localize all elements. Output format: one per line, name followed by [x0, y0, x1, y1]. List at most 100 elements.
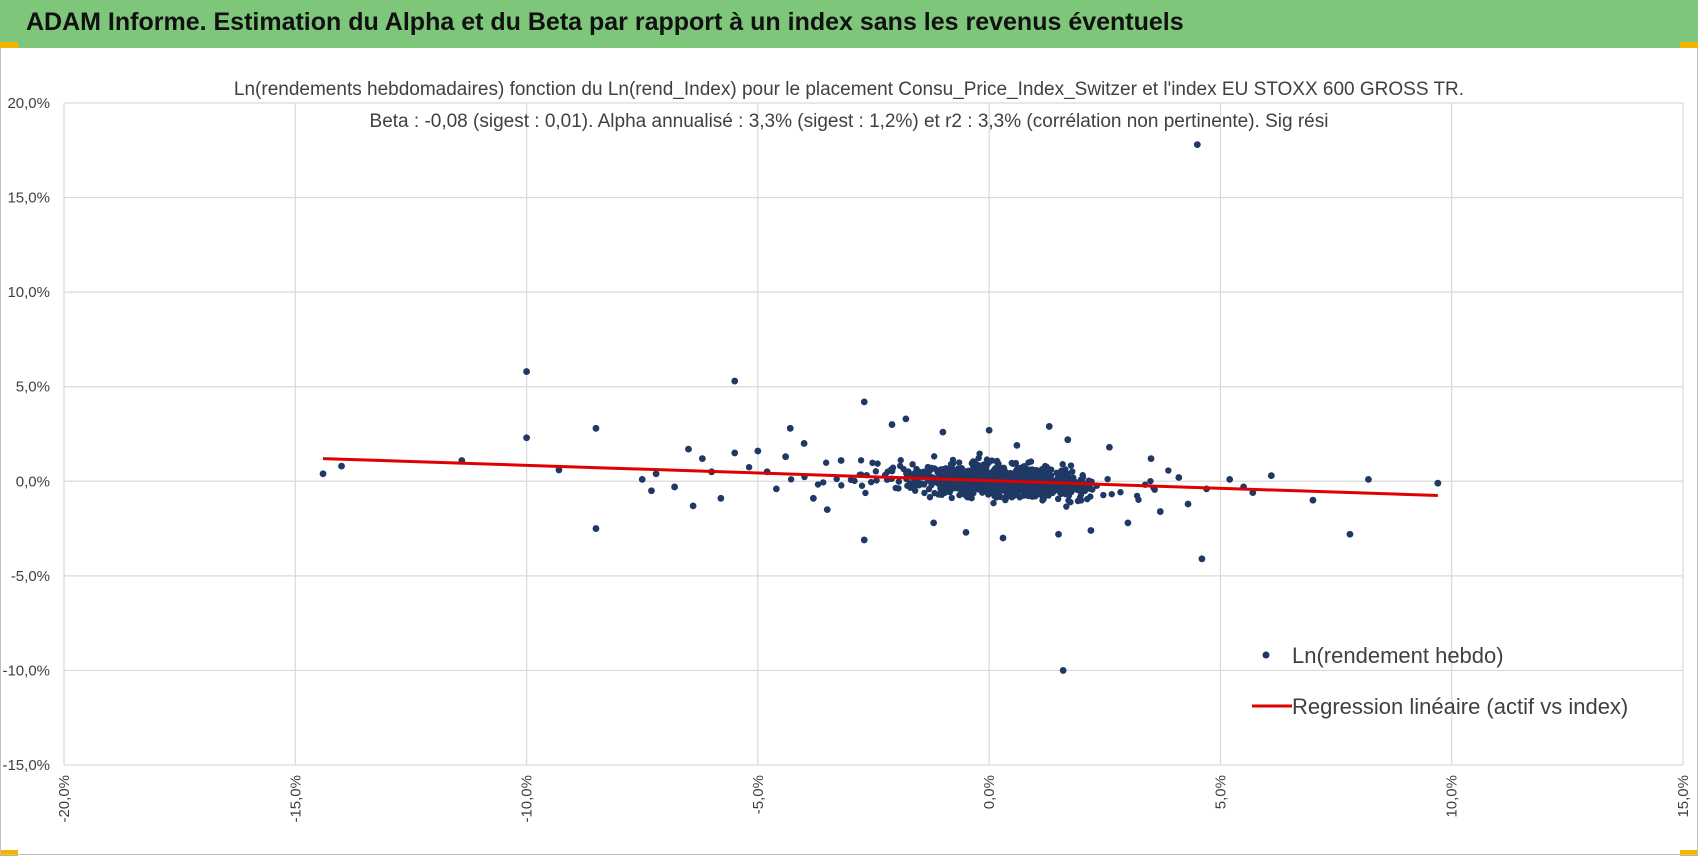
data-point-cluster — [872, 468, 880, 475]
corner-marker-bottom-left — [0, 850, 18, 856]
data-point-56 — [671, 483, 678, 491]
data-point-42 — [1156, 508, 1164, 515]
data-point-10 — [592, 525, 600, 532]
y-tick-label-7: -15,0% — [2, 757, 50, 774]
data-point-cluster — [1005, 472, 1013, 479]
data-point-cluster — [958, 468, 966, 475]
data-point-cluster — [976, 450, 983, 457]
data-point-cluster — [911, 487, 919, 494]
data-point-49 — [772, 485, 780, 493]
y-tick-label-4: 0,0% — [16, 473, 50, 490]
x-tick-label-1: -15,0% — [287, 775, 304, 823]
data-point-50 — [809, 494, 817, 502]
data-point-55 — [1147, 455, 1155, 462]
data-point-cluster — [990, 482, 997, 489]
data-point-cluster — [1005, 485, 1013, 492]
data-point-cluster — [822, 459, 830, 466]
data-point-35 — [1045, 423, 1053, 430]
data-point-33 — [939, 428, 947, 436]
data-point-cluster — [916, 468, 923, 476]
regression-line — [322, 457, 1438, 497]
data-point-cluster — [1063, 503, 1070, 510]
data-point-cluster — [1147, 477, 1154, 485]
data-point-cluster — [1151, 486, 1158, 493]
data-point-cluster — [987, 489, 994, 497]
data-point-cluster — [1064, 484, 1071, 491]
data-point-cluster — [920, 481, 928, 488]
data-point-cluster — [1065, 497, 1072, 504]
data-point-cluster — [892, 484, 899, 492]
data-point-cluster — [977, 462, 984, 470]
regression-line-group — [322, 457, 1438, 497]
legend: Ln(rendement hebdo) Regression linéaire … — [1252, 643, 1628, 719]
data-point-cluster — [950, 467, 957, 474]
corner-marker-top-left — [0, 42, 18, 48]
data-point-cluster — [1074, 486, 1081, 494]
data-point-cluster — [909, 461, 916, 468]
data-point-cluster — [1077, 491, 1085, 499]
data-point-cluster — [869, 459, 876, 467]
data-point-25 — [698, 455, 706, 462]
y-tick-label-2: 10,0% — [7, 284, 50, 301]
data-point-7 — [338, 462, 345, 470]
data-point-cluster — [966, 468, 974, 475]
data-point-cluster — [948, 494, 955, 502]
data-point-cluster — [1054, 487, 1062, 494]
data-point-13 — [1198, 555, 1206, 563]
corner-marker-bottom-right — [1680, 850, 1698, 856]
data-points — [319, 141, 1442, 674]
data-point-cluster — [874, 460, 881, 467]
data-point-cluster — [990, 499, 997, 507]
data-point-cluster — [1042, 462, 1049, 470]
data-point-cluster — [857, 457, 865, 464]
y-tick-label-5: -5,0% — [11, 568, 50, 585]
data-point-cluster — [1018, 466, 1025, 473]
data-point-cluster — [862, 489, 869, 497]
data-point-38 — [999, 534, 1007, 542]
data-point-cluster — [999, 484, 1006, 492]
data-point-cluster — [911, 469, 918, 477]
axes: 20,0% 15,0% 10,0% 5,0% 0,0% -5,0% -10,0% -15,0%… — [2, 95, 1692, 823]
data-point-cluster — [900, 465, 907, 473]
x-tick-label-5: 5,0% — [1212, 775, 1229, 809]
data-point-cluster — [928, 464, 935, 472]
data-point-cluster — [930, 453, 938, 460]
data-point-cluster — [971, 458, 978, 465]
legend-label-points: Ln(rendement hebdo) — [1292, 643, 1504, 668]
data-point-cluster — [1089, 486, 1096, 493]
data-point-2 — [523, 368, 530, 375]
data-point-59 — [1106, 443, 1113, 451]
data-point-cluster — [988, 457, 996, 464]
data-point-cluster — [1004, 493, 1011, 500]
data-point-cluster — [961, 491, 968, 498]
legend-marker-points — [1262, 651, 1270, 659]
y-tick-label-1: 15,0% — [7, 190, 50, 207]
data-point-cluster — [1054, 495, 1062, 503]
data-point-cluster — [1069, 468, 1076, 475]
report-title: ADAM Informe. Estimation du Alpha et du … — [26, 8, 1184, 36]
data-point-47 — [1175, 474, 1183, 481]
data-point-cluster — [1067, 462, 1075, 469]
data-point-14 — [1346, 530, 1354, 538]
data-point-cluster — [921, 489, 928, 497]
data-point-37 — [962, 528, 970, 536]
data-point-cluster — [985, 482, 992, 490]
data-point-cluster — [1023, 465, 1031, 473]
data-point-5 — [592, 424, 600, 432]
data-point-cluster — [897, 457, 904, 464]
x-tick-label-7: 15,0% — [1675, 775, 1692, 818]
data-point-cluster — [895, 478, 903, 485]
data-point-16 — [1434, 479, 1442, 487]
data-point-cluster — [1018, 474, 1025, 482]
data-point-cluster — [993, 488, 1000, 495]
data-point-cluster — [994, 474, 1001, 481]
data-point-cluster — [1041, 492, 1049, 500]
data-point-cluster — [941, 488, 948, 495]
data-point-cluster — [851, 477, 858, 485]
data-point-cluster — [867, 478, 875, 486]
chart-title-line2: Beta : -0,08 (sigest : 0,01). Alpha annu… — [370, 111, 1329, 132]
x-tick-label-4: 0,0% — [981, 775, 998, 809]
data-point-cluster — [745, 463, 753, 471]
data-point-39 — [1055, 530, 1062, 538]
